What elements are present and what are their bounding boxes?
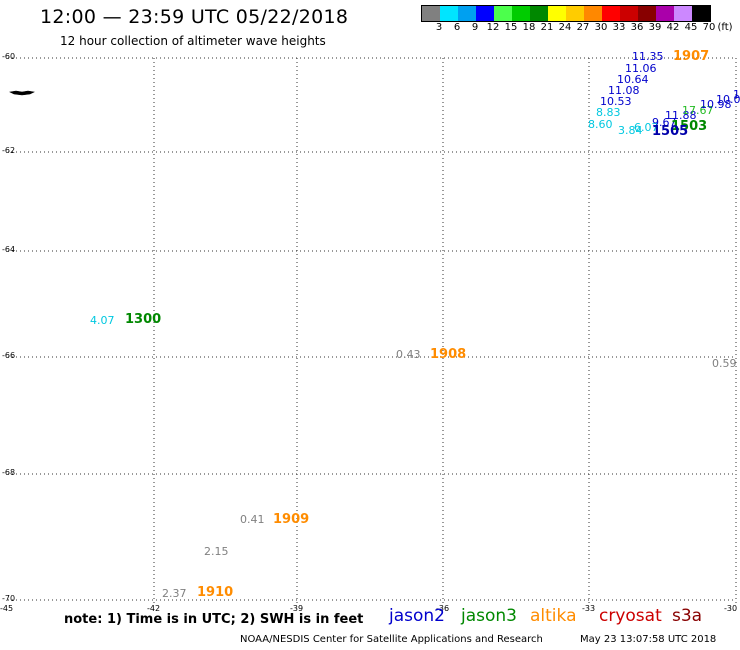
color-scale-label: 18 [522, 22, 536, 33]
color-scale-label: 21 [540, 22, 554, 33]
swh-value: 0.43 [396, 348, 421, 361]
color-swatch [548, 6, 566, 21]
color-scale-label: 9 [471, 22, 479, 33]
lat-label-70: -70 [2, 594, 16, 603]
color-scale-label: 3 [435, 22, 443, 33]
swh-value: 4.07 [90, 314, 115, 327]
swh-value: 11.35 [632, 50, 664, 63]
color-swatch [440, 6, 458, 21]
color-swatch [512, 6, 530, 21]
color-swatch [638, 6, 656, 21]
swh-value: 6.07 [634, 121, 659, 134]
lon-label-42: -42 [147, 604, 161, 613]
generated-timestamp: May 23 13:07:58 UTC 2018 [580, 634, 717, 645]
lon-label-36: -36 [436, 604, 450, 613]
map-subtitle: 12 hour collection of altimeter wave hei… [60, 34, 326, 48]
color-swatch [674, 6, 692, 21]
swh-value: 8.83 [596, 106, 621, 119]
legend-altika: altika [530, 606, 577, 626]
swh-value: 3.84 [618, 124, 643, 137]
color-scale-label: 15 [504, 22, 518, 33]
color-swatch [476, 6, 494, 21]
lat-label-64: -64 [2, 245, 16, 254]
color-scale-label: 45 [684, 22, 698, 33]
lon-label-39: -39 [290, 604, 304, 613]
lat-label-68: -68 [2, 468, 16, 477]
color-scale-label: 42 [666, 22, 680, 33]
color-scale-bar [421, 5, 711, 22]
swh-value: 10.0 [716, 93, 740, 106]
lat-label-60: -60 [2, 52, 16, 61]
color-scale-label: 70 [702, 22, 716, 33]
legend-s3a: s3a [672, 606, 703, 626]
pass-time-label: 1300 [125, 312, 162, 327]
color-swatch [566, 6, 584, 21]
swh-value: 2.37 [162, 587, 187, 600]
pass-time-label: 1909 [273, 512, 310, 527]
pass-time-label: 1505 [652, 124, 689, 139]
pass-time-label: 1907 [673, 49, 710, 64]
swh-value: 10.98 [700, 98, 732, 111]
coastline-island [9, 90, 35, 96]
map-title: 12:00 — 23:59 UTC 05/22/2018 [40, 6, 349, 28]
swh-value: 11.06 [625, 62, 657, 75]
swh-value: 0.59 [712, 357, 737, 370]
color-scale-label: (ft) [717, 22, 733, 33]
color-scale-label: 33 [612, 22, 626, 33]
credit-text: NOAA/NESDIS Center for Satellite Applica… [240, 634, 543, 645]
lat-label-62: -62 [2, 146, 16, 155]
lon-label-30: -30 [724, 604, 738, 613]
swh-value: 2.15 [204, 545, 229, 558]
color-scale-label: 12 [486, 22, 500, 33]
color-scale-label: 24 [558, 22, 572, 33]
pass-time-label: 1503 [671, 119, 708, 134]
swh-value: 11.88 [665, 109, 697, 122]
color-scale-label: 30 [594, 22, 608, 33]
swh-value: 0.41 [240, 513, 265, 526]
swh-value: 9.67 [652, 116, 677, 129]
color-swatch [422, 6, 440, 21]
color-swatch [584, 6, 602, 21]
color-scale-label: 39 [648, 22, 662, 33]
map-gridlines [8, 57, 737, 603]
legend-jason2: jason2 [389, 606, 445, 626]
color-swatch [620, 6, 638, 21]
pass-time-label: 1908 [430, 347, 467, 362]
swh-value: 1 [733, 88, 740, 101]
lon-label-45: -45 [0, 604, 14, 613]
color-swatch [692, 6, 710, 21]
color-scale-label: 6 [453, 22, 461, 33]
lat-label-66: -66 [2, 351, 16, 360]
swh-value: 10.64 [617, 73, 649, 86]
pass-time-label: 1910 [197, 585, 234, 600]
swh-value: 11.08 [608, 84, 640, 97]
color-scale-label: 36 [630, 22, 644, 33]
color-swatch [656, 6, 674, 21]
swh-value: 17.67 [682, 104, 714, 117]
swh-value: 10.53 [600, 95, 632, 108]
swh-value: 8.60 [588, 118, 613, 131]
lon-label-33: -33 [582, 604, 596, 613]
color-swatch [458, 6, 476, 21]
color-swatch [494, 6, 512, 21]
legend-jason3: jason3 [461, 606, 517, 626]
color-swatch [530, 6, 548, 21]
legend-cryosat: cryosat [599, 606, 662, 626]
color-scale-label: 27 [576, 22, 590, 33]
color-swatch [602, 6, 620, 21]
footer-note: note: 1) Time is in UTC; 2) SWH is in fe… [64, 612, 364, 627]
